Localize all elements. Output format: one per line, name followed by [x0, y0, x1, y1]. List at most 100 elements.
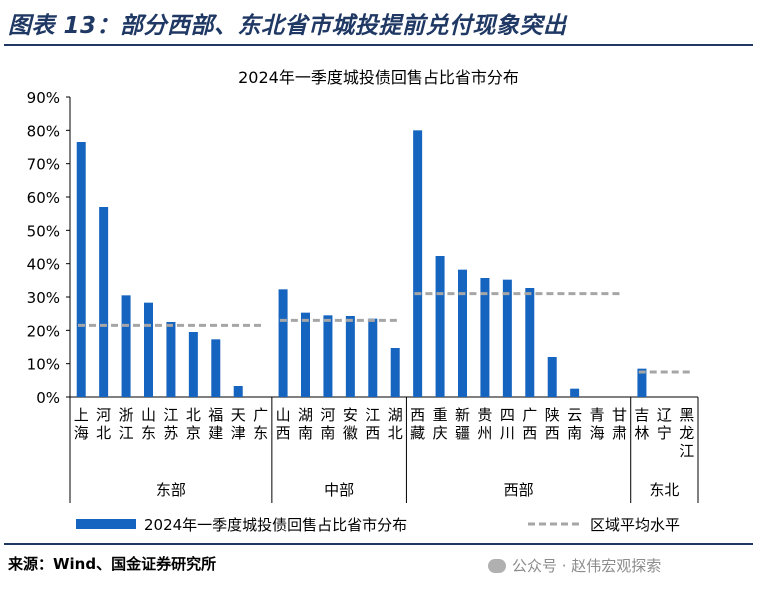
category-label-char: 山	[276, 406, 291, 424]
category-label-char: 湖	[298, 406, 313, 424]
category-label-char: 西	[410, 406, 425, 424]
category-label-char: 云	[567, 406, 582, 424]
bar	[121, 295, 131, 397]
category-label-char: 广	[253, 406, 268, 424]
category-label-char: 川	[500, 424, 515, 442]
source-note: 来源：Wind、国金证券研究所	[8, 555, 217, 573]
y-tick-label: 0%	[36, 389, 60, 407]
category-label-char: 西	[365, 424, 380, 442]
bar	[301, 312, 310, 397]
category-label-char: 湖	[388, 406, 403, 424]
bar	[435, 256, 445, 397]
category-label-char: 东	[253, 424, 268, 442]
category-label-char: 南	[320, 424, 335, 442]
category-label-char: 徽	[343, 424, 358, 442]
category-label-char: 青	[590, 406, 605, 424]
category-label-char: 江	[365, 406, 380, 424]
category-label-char: 南	[567, 424, 582, 442]
group-label: 中部	[324, 481, 354, 499]
category-label-char: 海	[590, 424, 605, 442]
category-label-char: 江	[679, 442, 694, 460]
category-label-char: 新	[455, 406, 470, 424]
bar	[480, 278, 490, 397]
source-rule	[4, 543, 753, 545]
category-label-char: 广	[522, 406, 537, 424]
watermark: 公众号 · 赵伟宏观探索	[488, 555, 661, 576]
category-label-char: 建	[208, 424, 223, 442]
bar	[345, 316, 355, 397]
watermark-text: 公众号 · 赵伟宏观探索	[512, 557, 662, 575]
bar	[570, 388, 580, 397]
category-label-char: 宁	[657, 424, 672, 442]
legend-bar-label: 2024年一季度城投债回售占比省市分布	[144, 516, 407, 534]
y-tick-label: 90%	[27, 89, 60, 107]
bar	[502, 279, 512, 397]
category-label-char: 海	[74, 424, 89, 442]
category-label-char: 河	[320, 406, 335, 424]
category-label-char: 安	[343, 406, 358, 424]
category-label-char: 上	[74, 406, 89, 424]
category-label-char: 甘	[612, 406, 627, 424]
category-label-char: 西	[545, 424, 560, 442]
bar	[188, 332, 198, 397]
category-label-char: 浙	[119, 406, 134, 424]
bar	[547, 357, 557, 397]
category-label-char: 四	[500, 406, 515, 424]
category-label-char: 江	[119, 424, 134, 442]
category-label-char: 天	[231, 406, 246, 424]
category-label-char: 肃	[612, 424, 627, 442]
category-label-char: 津	[231, 424, 246, 442]
bar	[323, 315, 333, 397]
category-label-char: 吉	[634, 406, 649, 424]
wechat-icon	[488, 559, 506, 573]
category-label-char: 贵	[477, 406, 492, 424]
figure-title: 图表 13：部分西部、东北省市城投提前兑付现象突出	[8, 13, 567, 39]
category-label-char: 重	[433, 406, 448, 424]
bar	[166, 322, 176, 397]
y-tick-label: 50%	[27, 222, 60, 240]
category-label-char: 疆	[455, 424, 470, 442]
category-label-char: 山	[141, 406, 156, 424]
category-label-char: 北	[388, 424, 403, 442]
bar	[637, 368, 647, 397]
y-tick-label: 20%	[27, 322, 60, 340]
bar	[211, 339, 221, 397]
category-label-char: 西	[276, 424, 291, 442]
bar	[99, 207, 109, 397]
bar	[390, 348, 400, 397]
bar	[525, 288, 535, 397]
category-label-char: 江	[163, 406, 178, 424]
category-label-char: 北	[96, 424, 111, 442]
category-label-char: 林	[634, 424, 649, 442]
y-tick-label: 10%	[27, 356, 60, 374]
category-label-char: 苏	[163, 424, 178, 442]
category-label-char: 藏	[410, 424, 425, 442]
y-tick-label: 80%	[27, 122, 60, 140]
category-label-char: 庆	[433, 424, 448, 442]
category-label-char: 黑	[679, 406, 694, 424]
category-label-char: 西	[522, 424, 537, 442]
y-tick-label: 40%	[27, 256, 60, 274]
category-label-char: 辽	[657, 406, 672, 424]
category-label-char: 陕	[545, 406, 560, 424]
category-label-char: 京	[186, 424, 201, 442]
bar	[368, 318, 378, 397]
bar	[144, 302, 153, 397]
category-label-char: 北	[186, 406, 201, 424]
chart-title: 2024年一季度城投债回售占比省市分布	[238, 68, 519, 87]
title-rule	[4, 44, 753, 46]
category-label-char: 福	[208, 406, 223, 424]
category-label-char: 龙	[679, 424, 694, 442]
y-tick-label: 70%	[27, 156, 60, 174]
y-tick-label: 60%	[27, 189, 60, 207]
bar	[413, 130, 423, 398]
category-label-char: 东	[141, 424, 156, 442]
group-label: 东北	[649, 481, 679, 499]
group-label: 东部	[156, 481, 186, 499]
category-label-char: 河	[96, 406, 111, 424]
bar	[458, 269, 467, 397]
category-label-char: 南	[298, 424, 313, 442]
bar	[76, 142, 86, 397]
group-label: 西部	[504, 481, 534, 499]
